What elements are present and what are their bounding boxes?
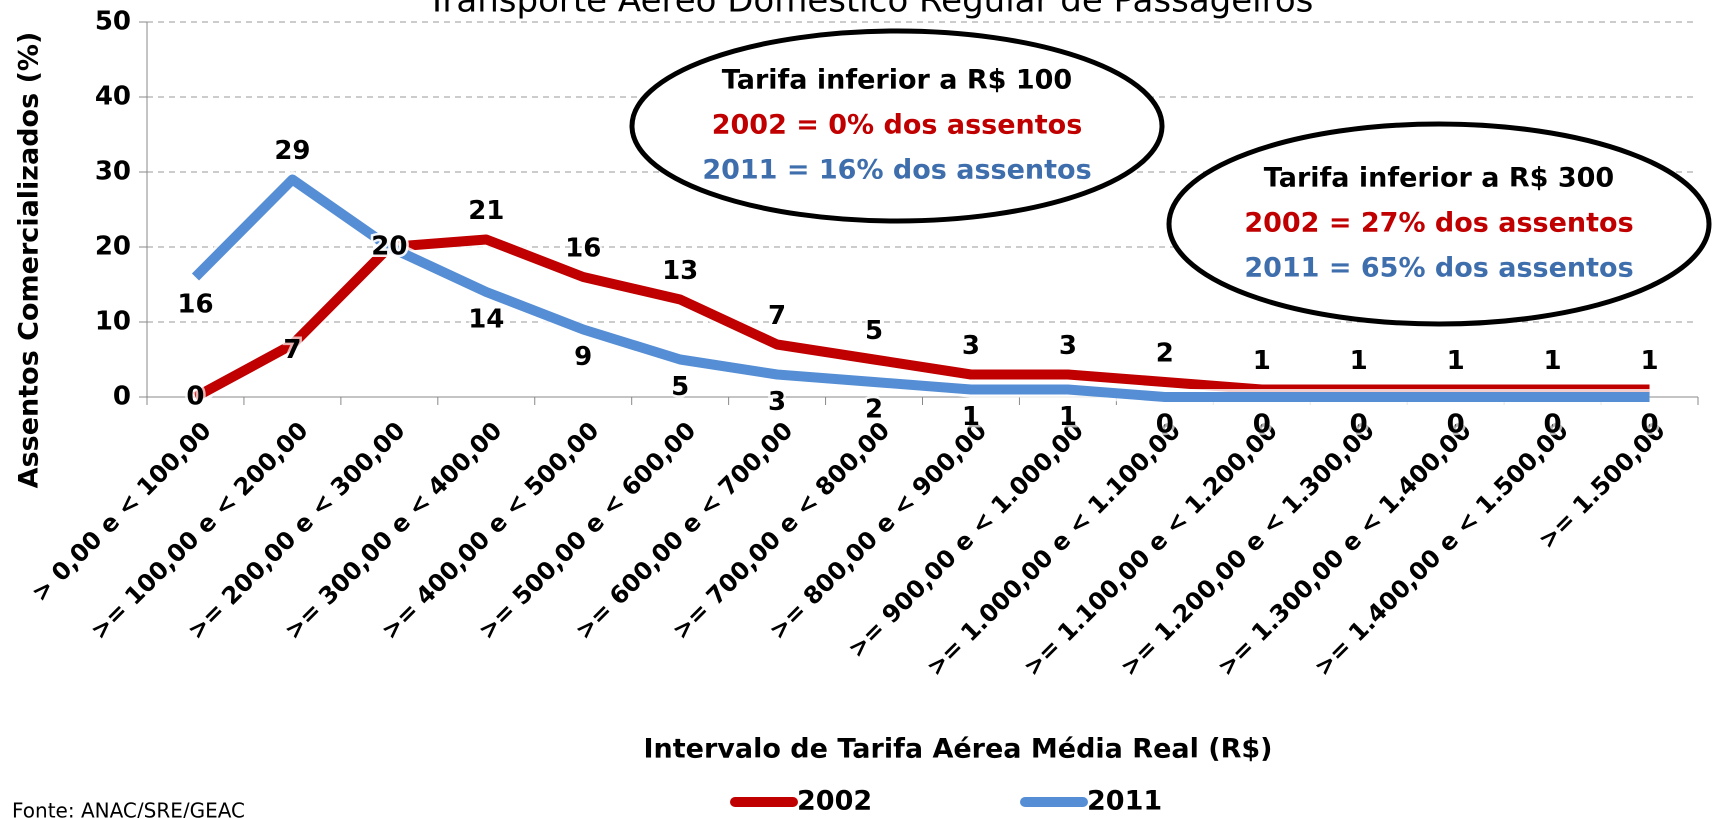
chart-title: Transporte Aéreo Doméstico Regular de Pa… [426, 0, 1314, 21]
data-label: 0 [1350, 410, 1368, 440]
data-label: 0 [1253, 410, 1271, 440]
data-label: 1 [1059, 402, 1077, 432]
data-label: 0 [1447, 410, 1465, 440]
data-label: 1 [1350, 346, 1368, 376]
data-label: 16 [177, 290, 213, 320]
annotation-text: 2002 = 0% dos assentos [712, 110, 1083, 141]
data-label: 3 [768, 387, 786, 417]
data-label: 0 [1640, 410, 1658, 440]
data-label: 7 [768, 301, 786, 331]
data-label: 0 [186, 382, 204, 412]
data-label: 13 [662, 256, 698, 286]
data-label: 1 [1253, 346, 1271, 376]
data-label: 1 [1544, 346, 1562, 376]
legend-label: 2002 [797, 786, 872, 817]
data-label: 0 [1156, 410, 1174, 440]
data-label: 20 [371, 232, 407, 262]
annotation-text: 2002 = 27% dos assentos [1244, 208, 1633, 239]
data-label: 14 [468, 305, 504, 335]
annotation-text: Tarifa inferior a R$ 300 [1264, 163, 1614, 194]
annotation-ellipse [629, 28, 1165, 224]
annotation-text: 2011 = 16% dos assentos [702, 155, 1091, 186]
y-tick-label: 20 [95, 232, 131, 262]
y-tick-label: 40 [95, 82, 131, 112]
data-label: 0 [1544, 410, 1562, 440]
line [191, 174, 1650, 402]
y-tick-label: 30 [95, 157, 131, 187]
annotation-text: 2011 = 65% dos assentos [1244, 253, 1633, 284]
data-label: 5 [865, 316, 883, 346]
source: Fonte: ANAC/SRE/GEAC [12, 799, 245, 818]
data-label: 3 [962, 331, 980, 361]
data-label: 3 [1059, 331, 1077, 361]
x-tick-label: > 0,00 e < 100,00 [26, 416, 217, 607]
data-label: 5 [671, 372, 689, 402]
data-label: 1 [1640, 346, 1658, 376]
y-axis-title: Assentos Comercializados (%) [14, 32, 45, 489]
annotation-text: Tarifa inferior a R$ 100 [722, 65, 1072, 96]
data-label: 16 [565, 234, 601, 264]
data-label: 2 [1156, 339, 1174, 369]
y-tick-label: 50 [95, 7, 131, 37]
data-label: 7 [283, 335, 301, 365]
y-tick-label: 0 [113, 382, 131, 412]
y-tick-label: 10 [95, 307, 131, 337]
data-label: 1 [962, 402, 980, 432]
x-axis-title: Intervalo de Tarifa Aérea Média Real (R$… [643, 734, 1272, 765]
data-label: 2 [865, 395, 883, 425]
data-label: 9 [574, 342, 592, 372]
data-label: 20 [371, 232, 407, 262]
data-label: 1 [1447, 346, 1465, 376]
data-label: 29 [274, 136, 310, 166]
annotation-ellipse [1166, 121, 1712, 327]
legend-label: 2011 [1087, 786, 1162, 817]
data-label: 21 [468, 196, 504, 226]
